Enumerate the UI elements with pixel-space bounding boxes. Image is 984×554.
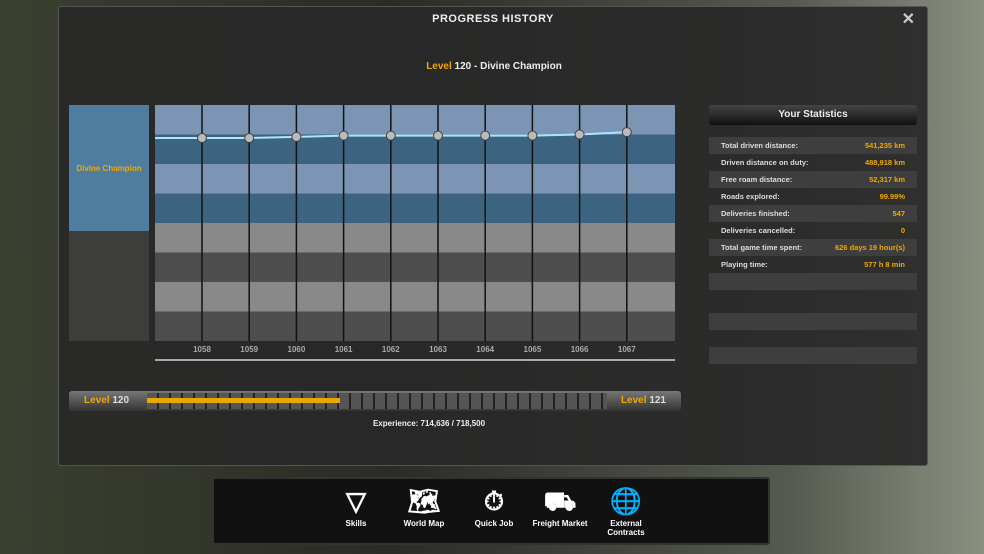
x-tick-label: 1064 [476, 345, 494, 354]
stat-row: Driven distance on duty: 488,918 km [709, 154, 917, 171]
x-tick-label: 1065 [524, 345, 542, 354]
data-point[interactable] [480, 130, 491, 141]
dock-label: World Map [403, 519, 445, 528]
experience-text: Experience: 714,636 / 718,500 [372, 419, 486, 428]
rank-label: Divine Champion [69, 105, 149, 231]
stat-row: Deliveries cancelled: 0 [709, 222, 917, 239]
data-point[interactable] [291, 131, 302, 142]
level-number: 120 [454, 61, 472, 72]
dock-button-quick-job[interactable]: ⏱ Quick Job [464, 483, 524, 528]
stat-label: Deliveries cancelled: [721, 226, 796, 235]
x-tick-label: 1060 [288, 345, 306, 354]
stat-row: Playing time: 577 h 8 min [709, 256, 917, 273]
chart-band [155, 164, 675, 194]
stat-row: Total game time spent: 626 days 19 hour(s… [709, 239, 917, 256]
stat-label: Free roam distance: [721, 175, 793, 184]
x-tick-label: 1058 [193, 345, 211, 354]
x-tick-label: 1061 [335, 345, 353, 354]
x-tick-label: 1059 [240, 345, 258, 354]
x-tick-label: 1067 [618, 345, 636, 354]
next-level: Level 121 [620, 395, 666, 406]
chart-band [155, 134, 675, 164]
stat-label: Driven distance on duty: [721, 158, 809, 167]
stat-row: Roads explored: 99.99% [709, 188, 917, 205]
current-level: Level 120 [84, 395, 130, 406]
data-point[interactable] [621, 127, 632, 138]
experience-fill [147, 398, 341, 403]
stat-row: Deliveries finished: 547 [709, 205, 917, 222]
forklift-icon: ⛟ [543, 486, 577, 516]
data-point[interactable] [574, 129, 585, 140]
dock-label: External Contracts [607, 519, 645, 537]
data-point[interactable] [338, 130, 349, 141]
stat-label: Total game time spent: [721, 243, 803, 252]
chart-scrollbar[interactable] [155, 359, 675, 361]
dock-label: Freight Market [532, 519, 588, 528]
window-title: PROGRESS HISTORY [432, 13, 554, 25]
x-tick-label: 1066 [571, 345, 589, 354]
stat-label: Roads explored: [721, 192, 780, 201]
rank-name: - Divine Champion [471, 61, 562, 72]
dock-button-skills[interactable]: ▽ Skills [326, 483, 386, 528]
data-point[interactable] [244, 133, 255, 144]
stat-value: 626 days 19 hour(s) [834, 243, 905, 252]
empty-row [709, 273, 917, 290]
progress-chart: 1058 1059 1060 1061 1062 1063 1064 1065 1066 1067 [155, 105, 675, 354]
progress-history-window: PROGRESS HISTORY ✕ Level 120 - Divine Ch… [58, 6, 928, 466]
experience-bar: Level 120 Level 121 [69, 391, 681, 411]
stat-row: Total driven distance: 541,235 km [709, 137, 917, 154]
statistics-title: Your Statistics [709, 105, 917, 125]
quick-job-icon: ⏱ [483, 486, 505, 516]
stat-label: Playing time: [721, 260, 768, 269]
stat-label: Total driven distance: [721, 141, 798, 150]
data-point[interactable] [433, 130, 443, 141]
stat-value: 99.99% [879, 192, 905, 201]
chart-band [155, 193, 675, 223]
stat-value: 488,918 km [864, 158, 905, 167]
rank-label-empty [69, 231, 149, 341]
close-x-icon[interactable]: ✕ [901, 11, 915, 28]
data-point[interactable] [527, 130, 538, 141]
level-word: Level [426, 61, 452, 72]
stat-row: Free roam distance: 52,317 km [709, 171, 917, 188]
dock-label: Skills [345, 519, 367, 528]
chart-band [155, 311, 675, 341]
empty-row [709, 313, 917, 330]
stat-value: 547 [892, 209, 905, 218]
statistics-panel: Your Statistics Total driven distance: 54… [709, 105, 917, 364]
stat-value: 0 [900, 226, 905, 235]
stat-label: Deliveries finished: [721, 209, 790, 218]
experience-segments [147, 393, 607, 409]
chart-band [155, 282, 675, 312]
data-point[interactable] [197, 133, 207, 144]
level-header: Level 120 - Divine Champion [59, 61, 929, 72]
dock-button-world-map[interactable]: 🗺 World Map [394, 483, 454, 528]
chart-band [155, 252, 675, 282]
data-point[interactable] [385, 130, 396, 141]
stat-value: 52,317 km [869, 175, 905, 184]
globe-icon: 🌐 [609, 486, 643, 516]
dock-button-forklift[interactable]: ⛟ Freight Market [530, 483, 590, 528]
x-tick-label: 1063 [429, 345, 447, 354]
dock-button-globe[interactable]: 🌐 External Contracts [596, 483, 656, 537]
skills-icon: ▽ [346, 486, 366, 516]
stat-value: 541,235 km [864, 141, 905, 150]
chart-band [155, 223, 675, 253]
empty-row [709, 347, 917, 364]
stat-value: 577 h 8 min [864, 260, 905, 269]
dock-label: Quick Job [474, 519, 514, 528]
x-tick-label: 1062 [382, 345, 400, 354]
chart-band [155, 105, 675, 135]
bottom-dock: ▽ Skills 🗺 World Map ⏱ Quick Job ⛟ Freight Mark… [212, 477, 770, 545]
world-map-icon: 🗺 [407, 486, 441, 516]
